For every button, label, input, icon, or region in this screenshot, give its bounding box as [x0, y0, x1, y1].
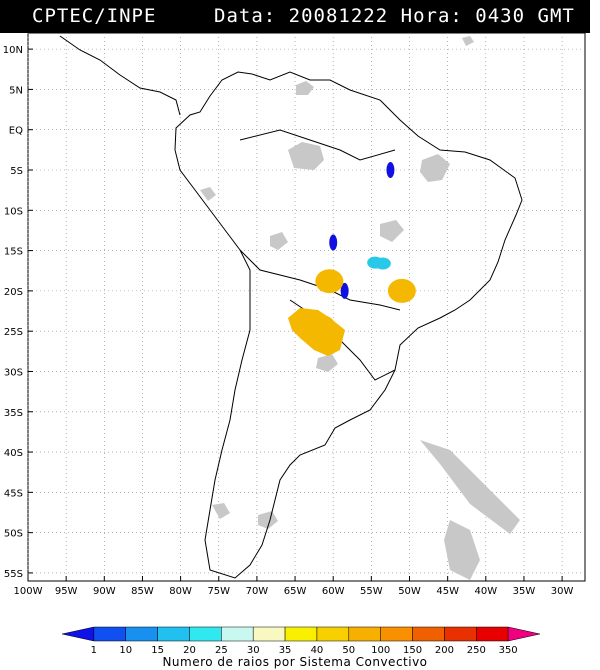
cloud-patch — [296, 81, 314, 95]
colorbar-swatch — [316, 626, 350, 642]
lightning-system — [374, 257, 391, 270]
colorbar-swatch — [61, 626, 95, 642]
cloud-patch — [270, 232, 288, 250]
lon-label: 55W — [360, 586, 383, 597]
lat-label: 45S — [4, 488, 23, 499]
central-america-outline — [59, 35, 181, 116]
colorbar-label: 100 — [371, 645, 390, 656]
lat-label: 20S — [4, 287, 23, 298]
colorbar-caption: Numero de raios por Sistema Convectivo — [162, 655, 428, 669]
lon-label: 65W — [284, 586, 307, 597]
colorbar-swatch — [221, 626, 254, 642]
axis-labels: 10N 5N EQ 5S 10S 15S 20S 25S 30S 35S 40S 45S 50S 55S 1… — [3, 45, 574, 597]
lon-label: 35W — [513, 586, 536, 597]
lat-label: 5S — [10, 166, 23, 177]
colorbar-swatch — [380, 626, 413, 642]
lightning-system-cluster — [288, 308, 345, 356]
colorbar-swatch — [476, 626, 509, 642]
time-label: Hora: — [400, 5, 463, 27]
cloud-patch — [420, 440, 520, 534]
cloud-cover — [200, 36, 520, 580]
colorbar-label: 350 — [499, 645, 518, 656]
lat-label: 10N — [3, 45, 23, 56]
lon-label: 40W — [474, 586, 497, 597]
colorbar-label: 40 — [311, 645, 324, 656]
colorbar-swatch — [125, 626, 158, 642]
lightning-system — [387, 278, 416, 303]
lat-label: 5N — [9, 85, 23, 96]
colorbar-label: 10 — [119, 645, 132, 656]
timestamp-label: Data: 20081222 Hora: 0430 GMT — [214, 5, 575, 27]
colorbar-label: 20 — [183, 645, 196, 656]
colorbar-label: 15 — [151, 645, 164, 656]
date-value: 20081222 — [288, 5, 389, 27]
lat-label: 35S — [4, 408, 23, 419]
cloud-patch — [462, 36, 474, 46]
timezone-label: GMT — [537, 5, 575, 27]
lat-label: 10S — [4, 206, 23, 217]
lon-label: 90W — [93, 586, 116, 597]
colorbar-swatch — [348, 626, 381, 642]
cloud-patch — [420, 154, 450, 182]
lightning-system — [329, 234, 338, 251]
colorbar-label: 250 — [467, 645, 486, 656]
colorbar-label: 200 — [435, 645, 454, 656]
colorbar-swatch — [93, 626, 126, 642]
lon-label: 95W — [55, 586, 78, 597]
lat-label: EQ — [9, 126, 23, 137]
amazon-border — [239, 129, 396, 161]
lon-label: 30W — [551, 586, 574, 597]
title-bar: CPTEC/INPE Data: 20081222 Hora: 0430 GMT — [0, 0, 590, 33]
colorbar-label: 150 — [403, 645, 422, 656]
colorbar-swatch — [412, 626, 445, 642]
colorbar-label: 30 — [247, 645, 260, 656]
lon-label: 80W — [169, 586, 192, 597]
cloud-patch — [444, 520, 480, 580]
cloud-patch — [200, 187, 216, 201]
lightning-system — [315, 269, 344, 294]
colorbar-label: 35 — [279, 645, 292, 656]
colorbar-swatch — [189, 626, 222, 642]
source-label: CPTEC/INPE — [32, 5, 157, 27]
lon-label: 60W — [322, 586, 345, 597]
lat-label: 25S — [4, 327, 23, 338]
colorbar-swatch — [157, 626, 190, 642]
lightning-systems — [288, 162, 416, 356]
lon-label: 75W — [207, 586, 230, 597]
lightning-system — [340, 282, 349, 299]
time-value: 0430 — [475, 5, 526, 27]
cloud-patch — [212, 503, 230, 519]
colorbar-label: 1 — [91, 645, 97, 656]
lightning-system — [386, 162, 395, 178]
colorbar-label: 25 — [215, 645, 228, 656]
lon-label: 50W — [398, 586, 421, 597]
date-label: Data: — [214, 5, 277, 27]
colorbar-swatch — [252, 626, 286, 642]
cloud-patch — [316, 354, 338, 372]
colorbar-label: 50 — [342, 645, 355, 656]
south-america-outline — [174, 71, 523, 579]
lat-label: 55S — [4, 569, 23, 580]
lon-label: 70W — [246, 586, 269, 597]
colorbar-swatch — [444, 626, 477, 642]
lat-label: 50S — [4, 529, 23, 540]
colorbar: 1 10 15 20 25 30 35 40 50 100 150 200 250 350 — [61, 626, 541, 656]
colorbar-swatch — [507, 626, 541, 642]
lon-label: 100W — [14, 586, 43, 597]
lat-label: 15S — [4, 247, 23, 258]
graticule — [27, 33, 585, 581]
lat-label: 40S — [4, 448, 23, 459]
cloud-patch — [258, 511, 278, 529]
map-frame — [27, 32, 586, 582]
lat-label: 30S — [4, 367, 23, 378]
lon-label: 85W — [131, 586, 154, 597]
cloud-patch — [380, 220, 404, 242]
lon-label: 45W — [436, 586, 459, 597]
colorbar-swatch — [284, 626, 318, 642]
cloud-patch — [288, 142, 324, 170]
